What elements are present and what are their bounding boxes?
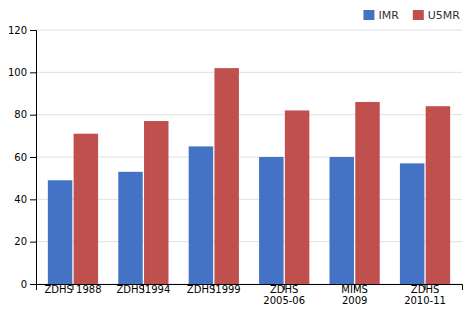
y-tick-mark xyxy=(30,242,36,243)
legend-label: U5MR xyxy=(428,9,461,22)
bar xyxy=(355,102,379,284)
bar xyxy=(189,146,213,284)
x-tick: ZDHS1999 xyxy=(187,284,241,295)
y-tick: 40 xyxy=(14,194,36,205)
plot-area: 0 20 40 60 80 100 120 ZDHS 1988 ZDHS1994 ZDHS1999… xyxy=(8,25,463,306)
legend-swatch xyxy=(413,10,424,20)
x-tick-label-line: ZDHS xyxy=(411,284,439,295)
x-tick-label-line: 2010-11 xyxy=(404,295,446,306)
bar xyxy=(214,68,238,284)
bar xyxy=(74,134,98,284)
grid-line xyxy=(36,72,462,73)
x-tick-label: ZDHS2010-11 xyxy=(404,284,446,306)
grid xyxy=(36,30,462,284)
x-tick-label: MIMS2009 xyxy=(341,284,368,306)
bar xyxy=(259,157,283,284)
y-tick-mark xyxy=(30,157,36,158)
y-tick-mark xyxy=(30,72,36,73)
x-tick-label-line: 2005-06 xyxy=(263,295,305,306)
y-tick-label: 20 xyxy=(14,236,27,247)
bar xyxy=(118,172,142,284)
x-tick-label-line: 2009 xyxy=(342,295,367,306)
x-tick-label-line: ZDHS 1988 xyxy=(44,284,101,295)
y-tick-mark xyxy=(30,30,36,31)
bar xyxy=(285,110,309,284)
y-tick: 60 xyxy=(14,152,36,163)
y-tick-mark xyxy=(30,199,36,200)
y-tick: 120 xyxy=(8,25,36,36)
chart-svg: 0 20 40 60 80 100 120 ZDHS 1988 ZDHS1994 ZDHS1999… xyxy=(0,0,474,324)
x-tick: MIMS2009 xyxy=(341,284,368,306)
grid-line xyxy=(36,30,462,31)
bar-series xyxy=(74,68,451,284)
y-tick: 100 xyxy=(8,67,36,78)
x-tick-label-line: ZDHS xyxy=(270,284,298,295)
y-tick-label: 0 xyxy=(21,279,27,290)
legend-swatch xyxy=(363,10,374,20)
x-tick-label: ZDHS1994 xyxy=(116,284,170,295)
bar xyxy=(144,121,168,284)
legend: IMR U5MR xyxy=(363,9,460,22)
bar xyxy=(426,106,450,284)
x-tick: ZDHS2010-11 xyxy=(404,284,446,306)
y-axis: 0 20 40 60 80 100 120 xyxy=(8,25,37,290)
bars xyxy=(48,68,450,284)
y-tick-mark xyxy=(30,284,36,285)
bar xyxy=(400,163,424,284)
x-tick-label: ZDHS2005-06 xyxy=(263,284,305,306)
legend-label: IMR xyxy=(378,9,399,22)
grid-line xyxy=(36,157,462,158)
x-tick: ZDHS1994 xyxy=(116,284,170,295)
x-tick: ZDHS 1988 xyxy=(44,284,101,295)
y-tick: 20 xyxy=(14,236,36,247)
y-tick-label: 100 xyxy=(8,67,27,78)
grid-line xyxy=(36,241,462,242)
y-tick-label: 60 xyxy=(14,152,27,163)
x-tick-label-line: MIMS xyxy=(341,284,368,295)
bar xyxy=(48,180,72,284)
x-tick-label-line: ZDHS1994 xyxy=(116,284,170,295)
x-tick-label: ZDHS1999 xyxy=(187,284,241,295)
y-tick: 80 xyxy=(14,109,36,120)
y-tick-label: 40 xyxy=(14,194,27,205)
y-axis-line xyxy=(30,31,37,285)
chart-container: 0 20 40 60 80 100 120 ZDHS 1988 ZDHS1994 ZDHS1999… xyxy=(0,0,474,324)
grid-line xyxy=(36,199,462,200)
bar xyxy=(330,157,354,284)
x-tick: ZDHS2005-06 xyxy=(263,284,305,306)
legend-item: IMR xyxy=(363,9,399,22)
y-tick: 0 xyxy=(21,279,36,290)
x-axis: ZDHS 1988ZDHS1994ZDHS1999ZDHS2005-06MIMS… xyxy=(37,284,463,306)
y-tick-label: 120 xyxy=(8,25,27,36)
legend-item: U5MR xyxy=(413,9,461,22)
x-tick-label-line: ZDHS1999 xyxy=(187,284,241,295)
grid-line xyxy=(36,114,462,115)
x-tick-label: ZDHS 1988 xyxy=(44,284,101,295)
y-tick-mark xyxy=(30,115,36,116)
y-tick-label: 80 xyxy=(14,109,27,120)
